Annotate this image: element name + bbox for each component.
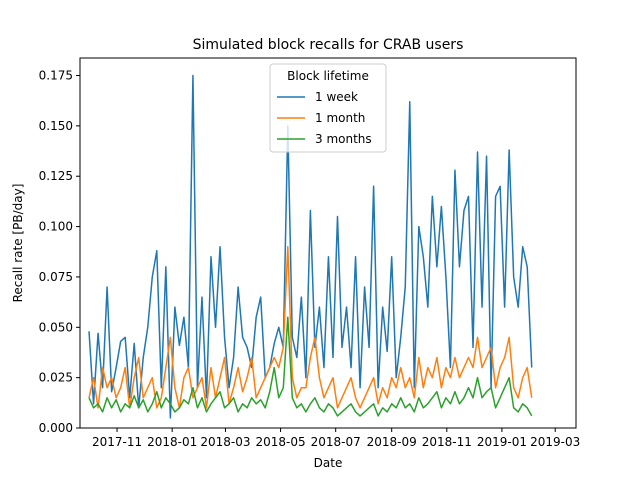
y-axis-label: Recall rate [PB/day]	[11, 184, 25, 303]
legend-label-2: 1 month	[315, 111, 365, 125]
series-line-2	[88, 245, 533, 409]
legend-items: 1 week 1 month 3 months	[277, 90, 372, 146]
axes-frame	[79, 57, 577, 429]
x-tick-label-5: 2018-07	[311, 435, 361, 449]
x-axis-label: Date	[314, 456, 343, 470]
series-layer	[88, 74, 533, 419]
x-tick-label-3: 2018-03	[200, 435, 250, 449]
y-tick-label-8: 0.175	[39, 69, 73, 83]
legend-title: Block lifetime	[287, 69, 369, 83]
x-tick-label-1: 2017-11	[92, 435, 142, 449]
x-tick-label-9: 2019-03	[530, 435, 580, 449]
y-tick-label-2: 0.025	[39, 371, 73, 385]
x-tick-label-4: 2018-05	[255, 435, 305, 449]
series-line-3	[88, 316, 533, 417]
y-tick-label-4: 0.075	[39, 270, 73, 284]
y-tick-label-5: 0.100	[39, 220, 73, 234]
x-tick-label-2: 2018-01	[147, 435, 197, 449]
y-tick-label-7: 0.150	[39, 119, 73, 133]
y-tick-label-6: 0.125	[39, 169, 73, 183]
y-tick-label-3: 0.050	[39, 320, 73, 334]
legend-label-1: 1 week	[315, 90, 358, 104]
x-tick-label-6: 2018-09	[367, 435, 417, 449]
series-line-1	[88, 74, 533, 419]
chart-title: Simulated block recalls for CRAB users	[193, 37, 464, 53]
legend-box	[269, 63, 387, 153]
x-axis-ticks: 2017-11 2018-01 2018-03 2018-05 2018-07 2018-…	[92, 428, 580, 449]
x-tick-label-8: 2019-01	[477, 435, 527, 449]
y-tick-label-1: 0.000	[39, 421, 73, 435]
legend-label-3: 3 months	[315, 132, 372, 146]
x-tick-label-7: 2018-11	[422, 435, 472, 449]
y-axis-ticks: 0.000 0.025 0.050 0.075 0.100 0.125 0.150 0.175	[39, 69, 80, 435]
legend: Block lifetime 1 week 1 month 3 months	[269, 63, 387, 153]
